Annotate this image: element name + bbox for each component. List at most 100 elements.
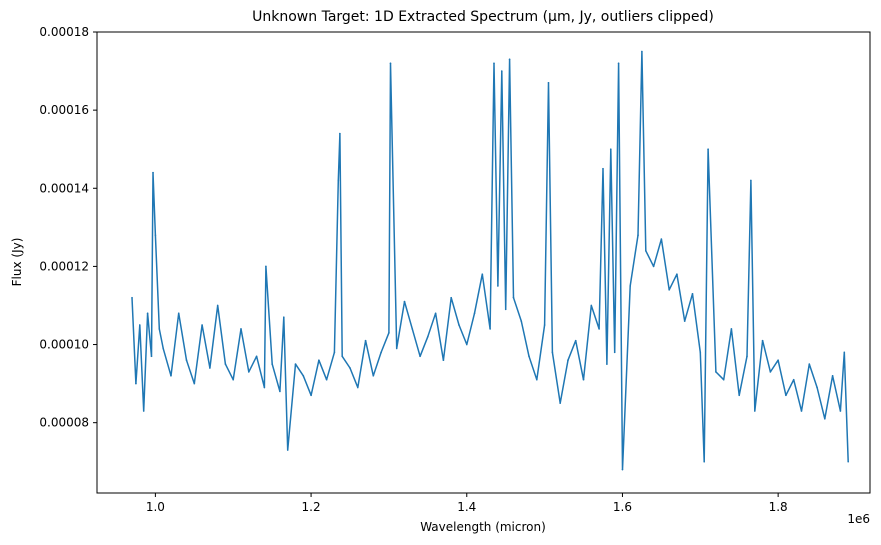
spectrum-point (497, 285, 499, 287)
spectrum-point (372, 374, 375, 377)
spectrum-point (142, 410, 145, 412)
x-tick-label: 1.2 (302, 500, 321, 514)
spectrum-point (170, 374, 172, 377)
spectrum-point (777, 359, 779, 361)
spectrum-point (158, 328, 161, 330)
y-tick-label: 0.00014 (39, 181, 89, 195)
spectrum-point (699, 351, 702, 354)
spectrum-point (660, 238, 663, 240)
spectrum-point (707, 148, 709, 151)
spectrum-point (216, 304, 219, 307)
spectrum-point (131, 296, 133, 299)
spectrum-point (792, 378, 795, 381)
spectrum-point (637, 234, 639, 236)
spectrum-point (152, 171, 154, 174)
spectrum-point (434, 312, 437, 315)
spectrum-point (641, 50, 643, 53)
spectrum-point (609, 148, 612, 151)
spectrum-point (146, 312, 149, 315)
spectrum-point (536, 378, 538, 381)
y-tick-label: 0.00016 (39, 103, 89, 117)
spectrum-point (201, 324, 203, 326)
spectrum-point (520, 320, 523, 322)
spectrum-point (388, 332, 390, 334)
spectrum-point (582, 378, 585, 381)
spectrum-point (652, 265, 655, 268)
spectrum-line (131, 50, 849, 471)
spectrum-point (135, 382, 137, 385)
spectrum-point (458, 324, 460, 326)
spectrum-point (703, 460, 705, 463)
spectrum-point (602, 167, 604, 170)
series-group (131, 50, 850, 471)
spectrum-point (715, 371, 717, 373)
spectrum-point (450, 296, 452, 299)
spectrum-point (489, 328, 491, 330)
spectrum-point (508, 58, 511, 61)
spectrum-point (753, 410, 756, 412)
spectrum-point (574, 339, 577, 342)
spectrum-point (318, 359, 320, 361)
spectrum-point (333, 351, 336, 354)
spectrum-point (364, 339, 367, 342)
x-axis-ticks: 1.0 1.2 1.4 1.6 1.8 (146, 493, 788, 514)
spectrum-point (380, 351, 382, 354)
spectrum-point (473, 312, 476, 315)
spectrum-point (824, 417, 826, 420)
spectrum-point (621, 468, 624, 471)
spectrum-point (839, 410, 842, 412)
spectrum-point (302, 374, 305, 377)
spectrum-point (831, 374, 834, 377)
x-tick-label: 1.6 (613, 500, 632, 514)
spectrum-point (606, 363, 608, 365)
y-tick-label: 0.00012 (39, 259, 89, 273)
plot-frame (96, 31, 871, 494)
spectrum-point (286, 449, 289, 451)
spectrum-point (528, 355, 530, 358)
spectrum-point (543, 324, 546, 326)
spectrum-point (512, 296, 515, 299)
spectrum-point (500, 70, 503, 72)
spectrum-point (691, 292, 694, 295)
spectrum-point (613, 351, 616, 354)
y-tick-label: 0.00008 (39, 416, 89, 430)
spectrum-point (339, 132, 341, 135)
y-axis-label: Flux (Jy) (10, 238, 24, 287)
spectrum-point (843, 351, 846, 354)
spectrum-point (590, 304, 593, 307)
spectrum-point (255, 355, 258, 358)
spectrum-point (389, 62, 392, 65)
spectrum-point (847, 460, 850, 463)
chart-title: Unknown Target: 1D Extracted Spectrum (µ… (252, 9, 714, 25)
spectrum-point (493, 62, 495, 65)
spectrum-point (617, 62, 620, 65)
spectrum-point (411, 328, 414, 330)
x-tick-label: 1.8 (769, 500, 788, 514)
spectrum-point (283, 316, 285, 318)
spectrum-point (567, 359, 569, 361)
spectrum-point (730, 328, 733, 330)
spectrum-point (341, 355, 344, 358)
spectrum-point (816, 386, 818, 389)
spectrum-point (676, 273, 678, 276)
spectrum-point (598, 328, 600, 330)
spectrum-point (750, 179, 752, 182)
spectrum-point (769, 371, 772, 373)
spectrum-point (683, 320, 686, 322)
spectrum-point (209, 367, 211, 369)
spectrum-point (162, 347, 164, 350)
x-tick-label: 1.4 (457, 500, 476, 514)
spectrum-point (224, 363, 227, 365)
spectrum-point (325, 378, 328, 381)
spectrum-point (547, 81, 550, 84)
spectrum-point (265, 265, 267, 268)
spectrum-point (761, 339, 764, 342)
y-axis-ticks: 0.00008 0.00010 0.00012 0.00014 0.00016 0.000… (39, 25, 97, 430)
spectrum-point (800, 410, 803, 412)
spectrum-point (337, 179, 340, 182)
spectrum-point (247, 371, 250, 373)
spectrum-point (481, 273, 484, 276)
spectrum-point (240, 328, 242, 330)
spectrum-point (263, 386, 266, 389)
